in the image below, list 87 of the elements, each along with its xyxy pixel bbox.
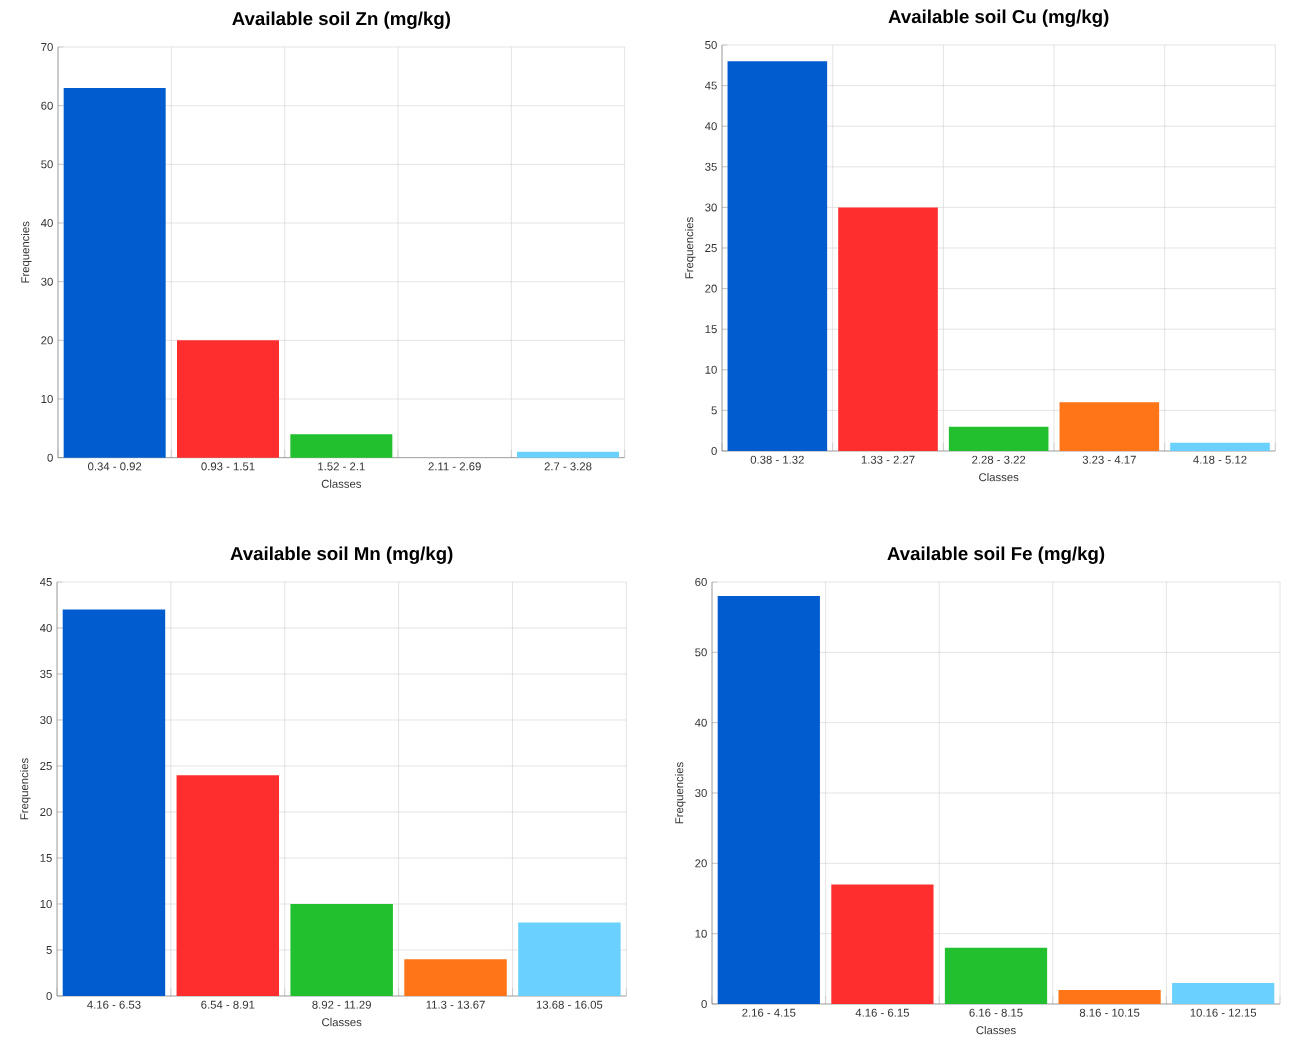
bar xyxy=(176,775,280,996)
x-tick-label: 10.16 - 12.15 xyxy=(1190,1008,1257,1017)
y-tick-label: 40 xyxy=(39,623,52,632)
bar xyxy=(518,922,621,996)
y-tick-label: 20 xyxy=(695,859,707,868)
y-tick-label: 50 xyxy=(41,160,53,169)
x-tick-label: 6.16 - 8.15 xyxy=(969,1008,1023,1017)
y-tick-label: 25 xyxy=(40,761,52,770)
y-tick-label: 50 xyxy=(695,648,707,657)
chart-title: Available soil Fe (mg/kg) xyxy=(887,546,1105,564)
bar xyxy=(63,88,166,458)
y-axis-title: Frequencies xyxy=(19,758,31,820)
y-tick-label: 30 xyxy=(695,788,707,797)
chart-title: Available soil Cu (mg/kg) xyxy=(888,9,1109,27)
bar xyxy=(1058,989,1161,1004)
y-tick-label: 45 xyxy=(39,578,52,586)
y-tick-label: 10 xyxy=(40,899,52,908)
bar xyxy=(177,340,280,458)
y-tick-label: 35 xyxy=(40,669,52,678)
x-tick-label: 0.34 - 0.92 xyxy=(88,462,142,471)
x-tick-label: 4.18 - 5.12 xyxy=(1193,455,1247,464)
x-axis-title: Classes xyxy=(979,472,1019,482)
chart-title: Available soil Zn (mg/kg) xyxy=(232,11,451,29)
y-tick-label: 30 xyxy=(40,715,52,724)
x-tick-label: 2.7 - 3.28 xyxy=(544,462,592,471)
y-tick-label: 40 xyxy=(704,122,717,131)
y-tick-label: 30 xyxy=(41,277,53,286)
y-tick-label: 15 xyxy=(705,325,717,334)
bar xyxy=(727,61,828,451)
bar xyxy=(838,207,938,451)
y-axis-title: Frequencies xyxy=(20,221,32,283)
x-tick-label: 3.23 - 4.17 xyxy=(1082,455,1136,464)
y-tick-label: 40 xyxy=(694,718,707,727)
y-tick-label: 20 xyxy=(705,284,717,293)
x-tick-label: 0.93 - 1.51 xyxy=(201,462,255,471)
y-tick-label: 35 xyxy=(705,162,717,171)
x-axis-title: Classes xyxy=(322,1017,362,1027)
y-tick-label: 70 xyxy=(41,42,53,51)
y-tick-label: 15 xyxy=(40,854,52,862)
y-tick-label: 60 xyxy=(41,101,53,110)
bar xyxy=(948,426,1049,451)
y-tick-label: 10 xyxy=(695,929,707,938)
x-tick-label: 11.3 - 13.67 xyxy=(426,1000,485,1009)
x-tick-label: 4.16 - 6.53 xyxy=(87,1000,141,1009)
bar xyxy=(290,903,393,996)
y-axis-title: Frequencies xyxy=(674,762,686,824)
y-tick-label: 45 xyxy=(704,81,717,90)
y-tick-label: 60 xyxy=(695,578,707,587)
y-tick-label: 5 xyxy=(711,406,717,415)
y-tick-label: 0 xyxy=(47,453,53,462)
y-tick-label: 30 xyxy=(705,203,717,212)
y-tick-label: 25 xyxy=(705,243,717,252)
x-tick-label: 8.16 - 10.15 xyxy=(1079,1008,1140,1017)
x-tick-label: 8.92 - 11.29 xyxy=(312,1000,371,1009)
y-axis-title: Frequencies xyxy=(684,217,696,279)
y-tick-label: 40 xyxy=(40,218,53,227)
y-tick-label: 50 xyxy=(705,41,717,49)
chart-title: Available soil Mn (mg/kg) xyxy=(230,546,453,564)
x-tick-label: 2.11 - 2.69 xyxy=(428,462,481,471)
bar xyxy=(1059,402,1160,451)
y-tick-label: 5 xyxy=(46,946,52,954)
y-tick-label: 20 xyxy=(40,807,52,816)
bar xyxy=(944,947,1048,1004)
x-tick-label: 13.68 - 16.05 xyxy=(536,1000,603,1009)
y-tick-label: 20 xyxy=(41,336,53,345)
x-tick-label: 1.33 - 2.27 xyxy=(861,455,915,464)
y-tick-label: 0 xyxy=(46,991,52,1000)
bar xyxy=(62,609,166,996)
bar xyxy=(517,451,619,458)
x-tick-label: 4.16 - 6.15 xyxy=(855,1008,910,1017)
bar xyxy=(1172,982,1275,1004)
x-axis-title: Classes xyxy=(321,479,362,488)
y-tick-label: 10 xyxy=(705,365,717,374)
x-tick-label: 6.54 - 8.91 xyxy=(201,1000,255,1009)
y-tick-label: 0 xyxy=(701,999,707,1008)
bar xyxy=(717,596,820,1004)
bar xyxy=(404,959,507,996)
bar xyxy=(1170,442,1270,451)
x-tick-label: 2.28 - 3.22 xyxy=(972,455,1026,464)
x-tick-label: 1.52 - 2.1 xyxy=(318,462,365,471)
y-tick-label: 0 xyxy=(711,446,717,455)
bar xyxy=(831,884,934,1004)
bar xyxy=(290,434,393,458)
y-tick-label: 10 xyxy=(41,394,53,403)
x-axis-title: Classes xyxy=(976,1025,1016,1035)
x-tick-label: 2.16 - 4.15 xyxy=(742,1008,796,1017)
x-tick-label: 0.38 - 1.32 xyxy=(750,455,804,464)
